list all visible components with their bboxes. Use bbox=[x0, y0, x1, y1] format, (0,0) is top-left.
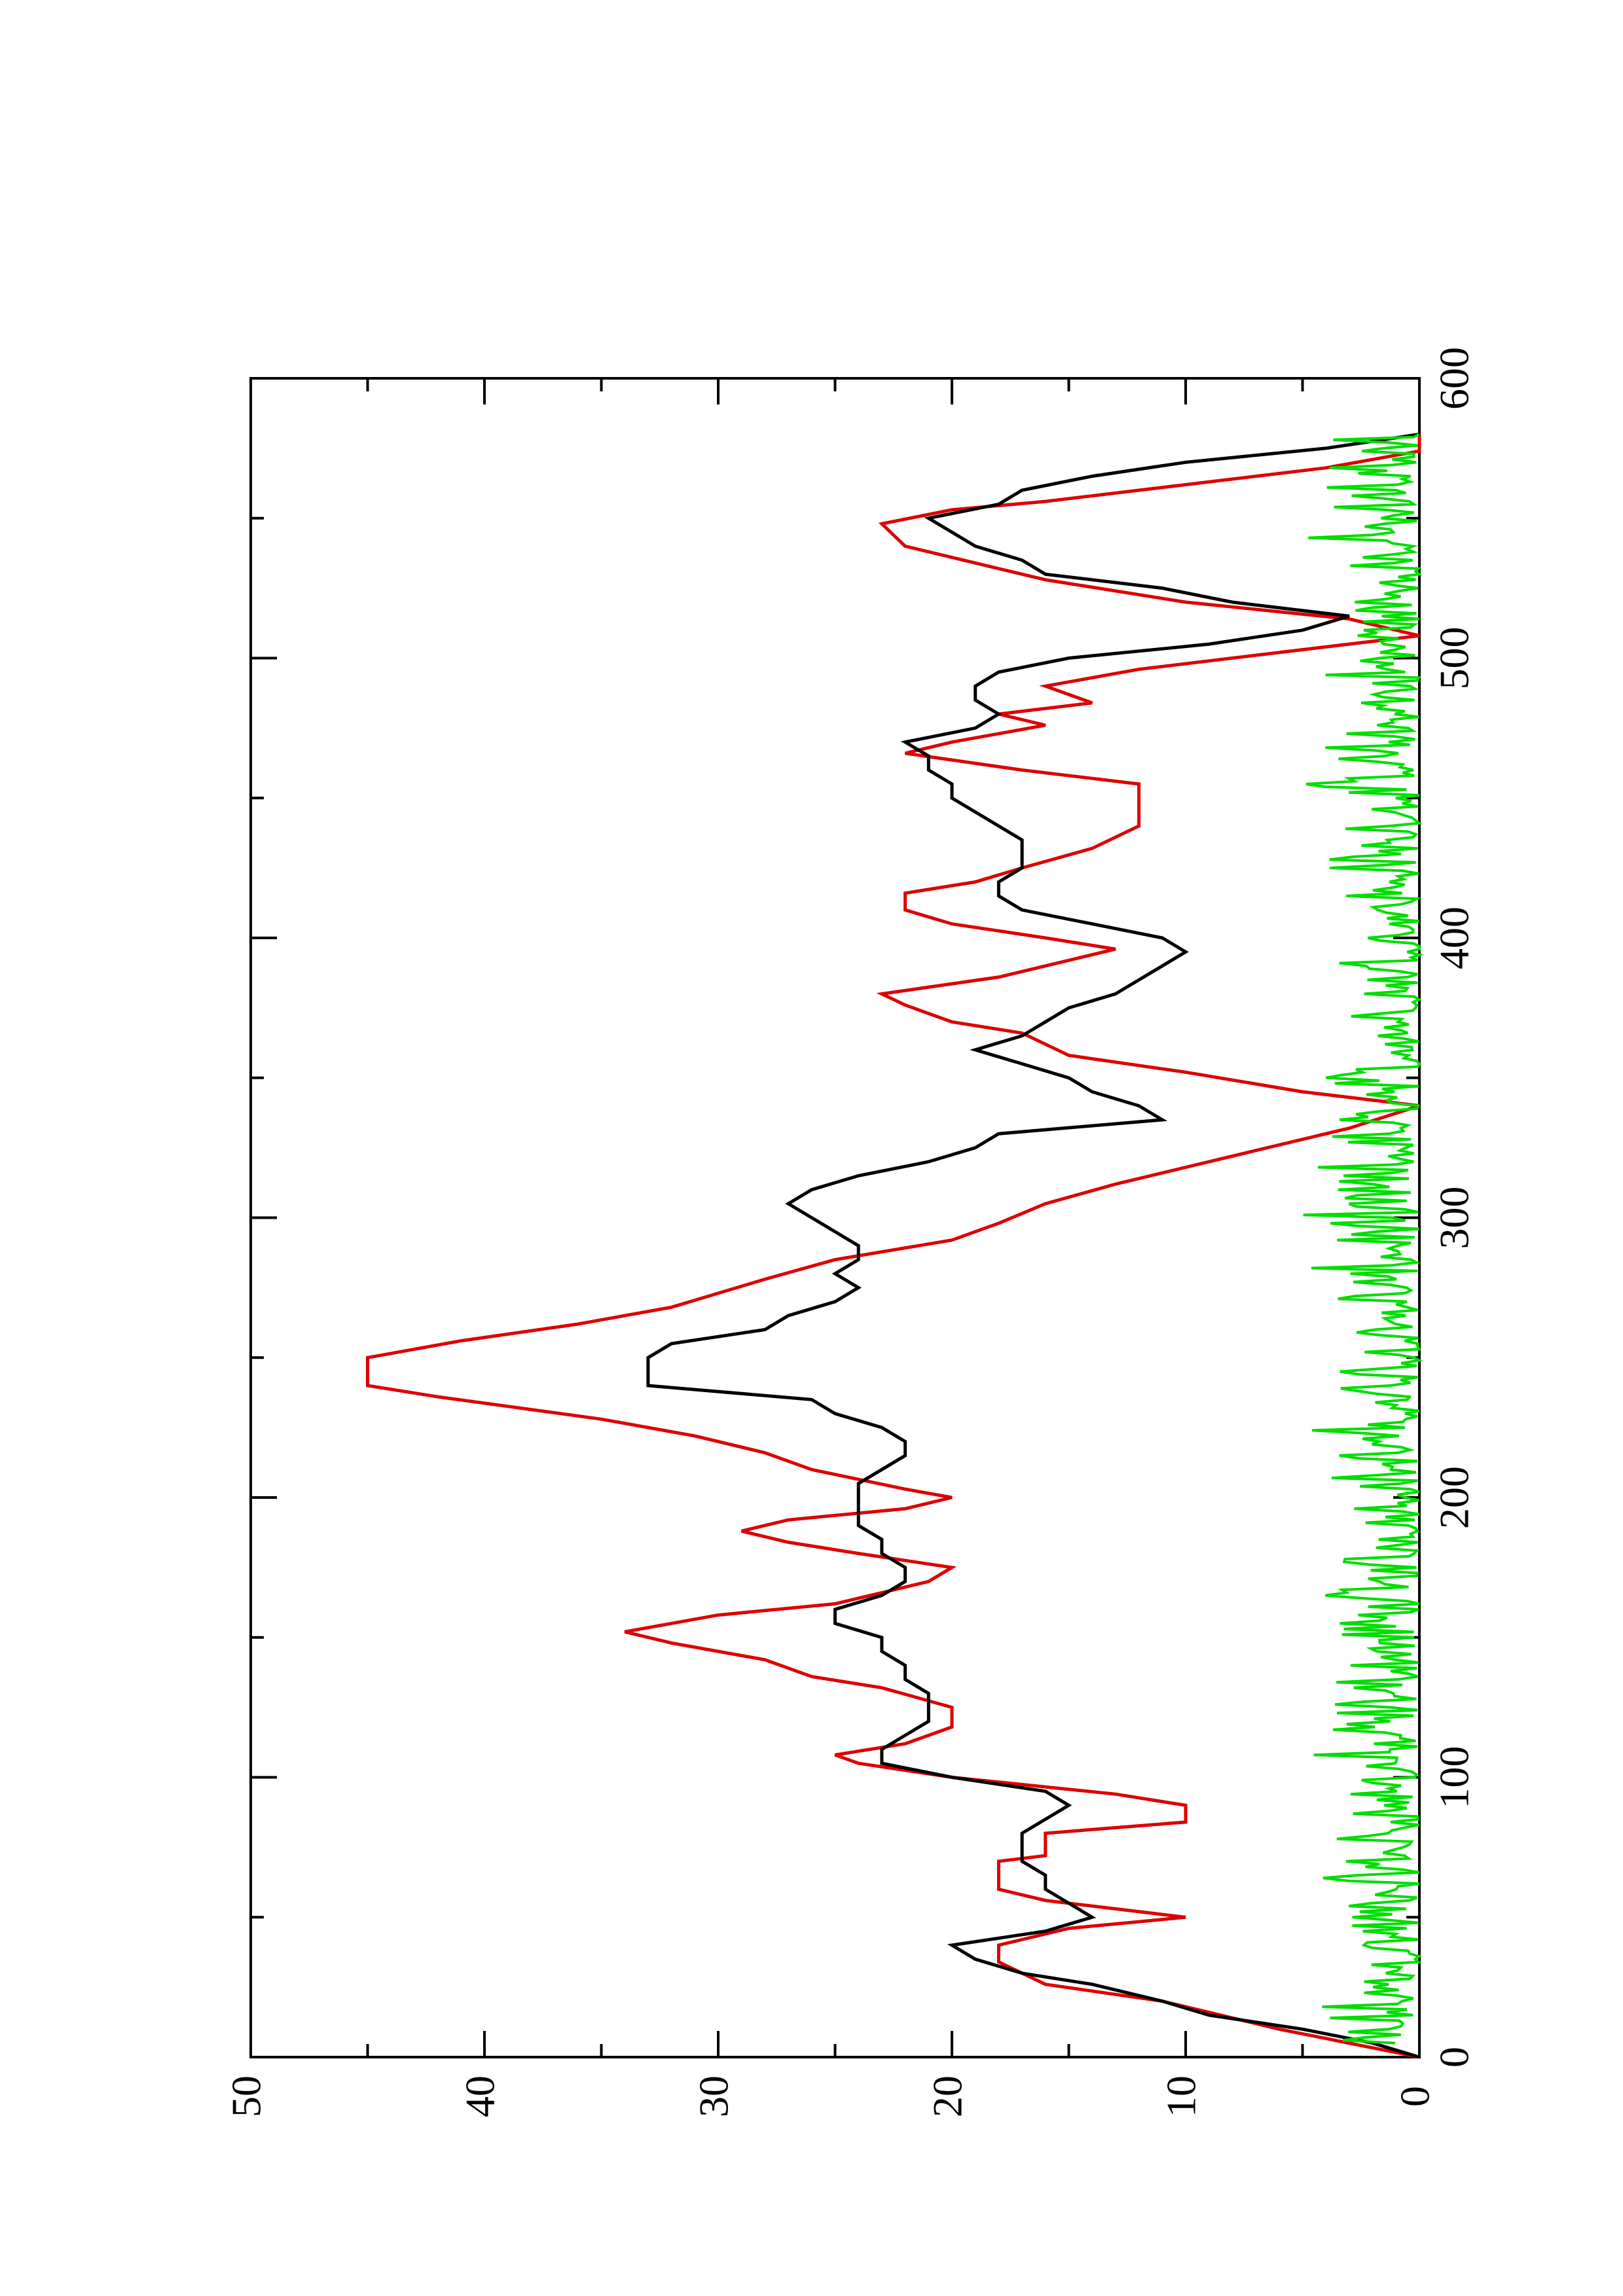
series-line-green bbox=[1303, 433, 1424, 2045]
x-tick-label: 300 bbox=[1431, 1187, 1478, 1249]
series-line-black bbox=[646, 433, 1420, 2059]
x-tick-label: 200 bbox=[1431, 1466, 1478, 1529]
y-tick-label: 30 bbox=[691, 2075, 737, 2117]
x-tick-label: 0 bbox=[1431, 2047, 1478, 2068]
y-tick-label: 40 bbox=[457, 2075, 503, 2117]
series-line-red bbox=[366, 434, 1421, 2059]
x-tick-label: 100 bbox=[1431, 1746, 1478, 1809]
y-tick-label: 20 bbox=[924, 2075, 971, 2117]
axis-ticks bbox=[249, 377, 1421, 2058]
y-tick-label: 0 bbox=[1392, 2086, 1438, 2107]
x-tick-label: 500 bbox=[1431, 627, 1478, 690]
series-layer bbox=[366, 433, 1424, 2059]
x-tick-label: 400 bbox=[1431, 906, 1478, 969]
tick-labels: 0 100 200 300 400 500 600 0 10 20 30 40 50 bbox=[223, 347, 1478, 2117]
plot-frame bbox=[249, 377, 1421, 2058]
y-tick-label: 50 bbox=[223, 2075, 270, 2117]
x-tick-label: 600 bbox=[1431, 347, 1478, 410]
y-tick-label: 10 bbox=[1158, 2075, 1205, 2117]
